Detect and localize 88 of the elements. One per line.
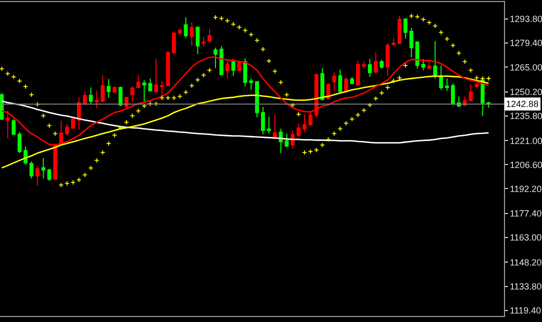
candlestick (243, 58, 248, 88)
candlestick (314, 73, 318, 118)
candlestick (249, 78, 254, 90)
candlestick (284, 133, 289, 148)
candlestick (320, 68, 324, 102)
candlestick (302, 114, 306, 133)
candlestick (214, 47, 218, 69)
y-tick-label: 1177.40 (510, 208, 542, 219)
candlestick (296, 122, 301, 138)
candlestick (392, 37, 396, 46)
candlestick (208, 28, 212, 44)
candlestick (368, 58, 372, 78)
candlestick (202, 36, 206, 48)
y-tick-label: 1206.60 (510, 160, 542, 170)
candlestick (71, 118, 75, 130)
candlestick (474, 82, 479, 89)
candlestick (136, 74, 140, 89)
candlestick (272, 114, 277, 140)
candlestick (404, 18, 408, 40)
candlestick (41, 158, 46, 180)
y-tick-label: 1221.00 (510, 136, 542, 146)
candlestick (154, 58, 158, 94)
candlestick (290, 130, 295, 149)
candlestick (450, 82, 455, 106)
candlestick (196, 26, 200, 55)
candlestick (148, 78, 152, 92)
candlestick (398, 16, 402, 45)
candlestick (433, 40, 438, 79)
y-tick-label: 1148.20 (510, 257, 542, 268)
y-tick-label: 1293.80 (510, 14, 542, 24)
candlestick (82, 91, 87, 105)
candlestick (160, 80, 164, 98)
y-tick-label: 1192.20 (510, 184, 542, 194)
candlestick (380, 59, 384, 70)
candlestick (6, 110, 10, 139)
candlestick (338, 69, 342, 94)
y-tick-label: 1265.00 (510, 62, 542, 72)
candlestick (124, 96, 128, 108)
candlestick (439, 64, 444, 90)
candlestick (130, 86, 134, 102)
candlestick (427, 61, 432, 70)
candlestick (18, 132, 22, 154)
y-tick-label: 1133.80 (510, 281, 542, 292)
y-tick-label: 1119.40 (510, 305, 542, 316)
candlestick (24, 146, 28, 166)
candlestick (415, 40, 420, 70)
candlestick (386, 42, 390, 76)
y-tick-label: 1279.40 (510, 38, 542, 48)
candlestick (118, 86, 122, 107)
candlestick (30, 160, 34, 180)
candlestick (261, 106, 265, 135)
candlestick (344, 77, 348, 94)
candlestick (255, 81, 259, 118)
candlestick (219, 45, 224, 76)
candlestick (142, 80, 146, 102)
candlestick (94, 90, 99, 109)
candlestick (409, 28, 414, 58)
candlestick (266, 116, 271, 134)
y-tick-label: 1163.00 (510, 232, 542, 243)
candlestick (362, 61, 366, 70)
candlestick (35, 166, 40, 186)
candlestick (166, 50, 170, 88)
candlestick (88, 87, 93, 104)
candlestick (178, 28, 182, 36)
candlestick (12, 118, 16, 136)
candlestick (421, 58, 426, 71)
candlestick (356, 60, 360, 86)
candlestick (350, 76, 354, 85)
candlestick (332, 72, 336, 92)
candlestick (231, 58, 236, 76)
candlestick (374, 52, 378, 74)
candlestick (184, 16, 188, 38)
candlestick (172, 30, 176, 55)
candlestick (278, 128, 283, 154)
y-tick-label: 1235.80 (510, 111, 542, 122)
candlestick (225, 60, 230, 79)
candlestick (106, 78, 111, 98)
y-tick-label: 1250.20 (510, 87, 542, 98)
ref-line-label: 1242.88 (506, 99, 539, 109)
candlestick (190, 22, 194, 46)
line-series (1, 100, 490, 144)
candlestick (100, 74, 105, 102)
line-series (1, 75, 490, 169)
candlestick (65, 123, 70, 136)
candlestick (445, 78, 449, 92)
candlestick (112, 86, 117, 94)
candlestick (308, 112, 312, 126)
candlestick (468, 84, 473, 102)
